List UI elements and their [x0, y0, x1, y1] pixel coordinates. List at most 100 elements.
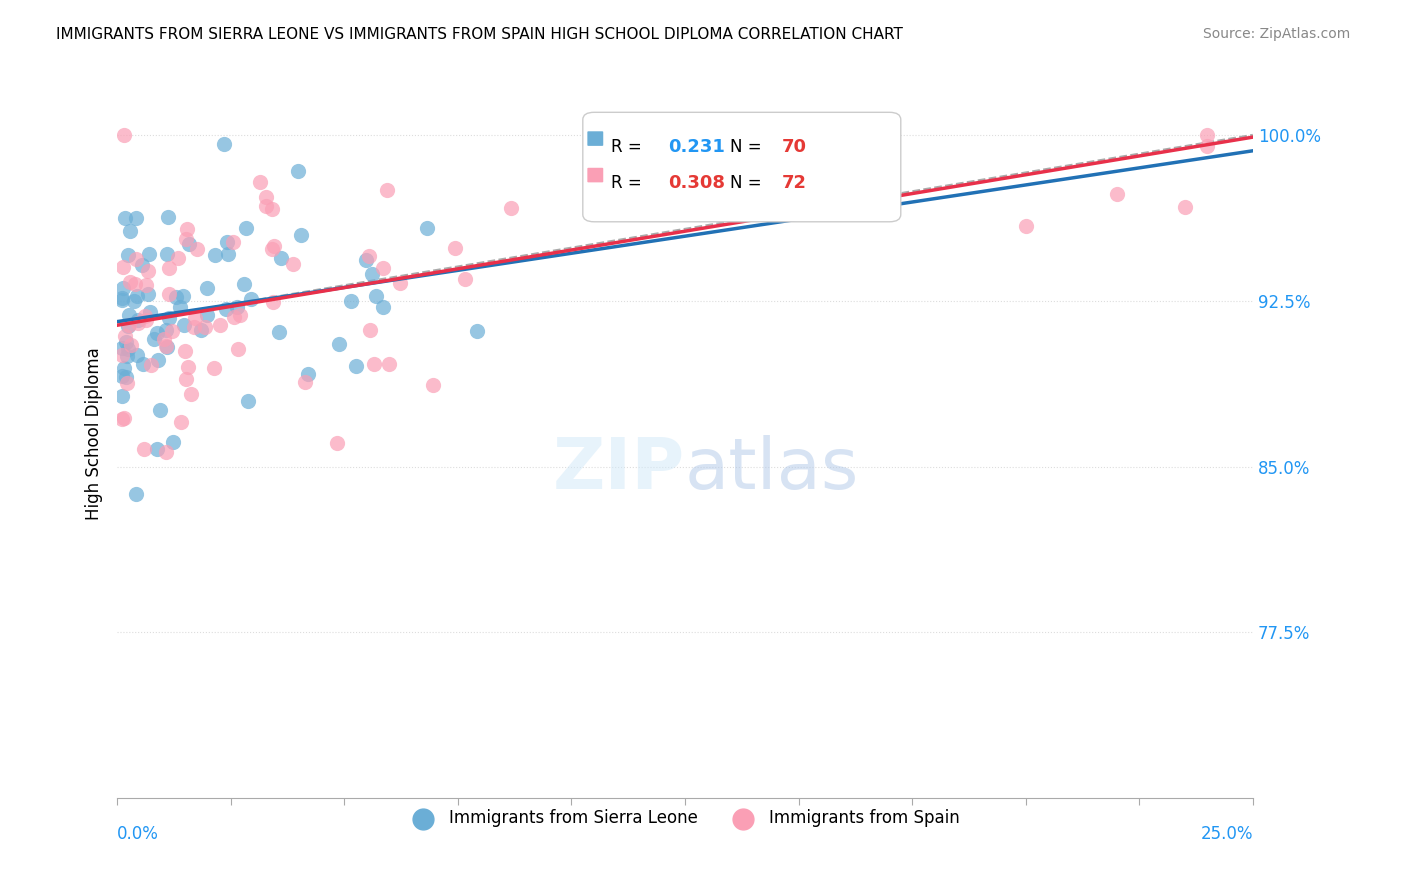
Point	[146, 326, 169, 340]
Point	[162, 435, 184, 450]
Point	[111, 388, 134, 402]
Text: atlas: atlas	[685, 435, 859, 504]
Text: R =: R =	[612, 174, 647, 193]
Point	[388, 276, 411, 290]
Point	[359, 249, 381, 263]
Point	[186, 242, 208, 256]
Point	[222, 235, 245, 249]
Point	[111, 368, 134, 383]
Point	[262, 202, 284, 217]
Point	[269, 326, 291, 340]
Point	[215, 302, 238, 317]
Point	[162, 324, 184, 338]
Point	[194, 319, 217, 334]
Point	[195, 308, 218, 322]
Point	[138, 247, 160, 261]
Point	[359, 323, 381, 337]
Point	[155, 445, 177, 459]
Point	[155, 323, 177, 337]
Point	[375, 182, 398, 196]
Point	[120, 224, 142, 238]
Point	[132, 357, 155, 371]
Point	[138, 264, 160, 278]
Text: 25.0%: 25.0%	[1201, 825, 1253, 843]
Text: R =: R =	[612, 138, 647, 156]
Point	[122, 293, 145, 308]
Point	[125, 211, 148, 225]
Point	[159, 286, 181, 301]
Text: N =: N =	[731, 138, 768, 156]
Point	[371, 300, 394, 314]
Point	[176, 222, 198, 236]
Point	[170, 416, 193, 430]
Point	[125, 487, 148, 501]
Point	[422, 378, 444, 392]
Point	[174, 372, 197, 386]
Point	[111, 348, 134, 362]
Point	[287, 164, 309, 178]
Point	[184, 310, 207, 325]
Point	[202, 361, 225, 376]
Point	[371, 261, 394, 276]
Point	[117, 319, 139, 334]
Point	[1174, 200, 1197, 214]
Point	[111, 281, 134, 295]
Legend: Immigrants from Sierra Leone, Immigrants from Spain: Immigrants from Sierra Leone, Immigrants…	[404, 803, 966, 834]
Point	[149, 403, 172, 417]
Point	[215, 235, 238, 249]
Point	[156, 340, 179, 354]
Point	[117, 342, 139, 356]
Point	[239, 293, 262, 307]
Point	[249, 175, 271, 189]
Point	[177, 359, 200, 374]
Point	[1105, 187, 1128, 202]
Text: 0.0%: 0.0%	[117, 825, 159, 843]
Point	[127, 312, 149, 326]
Point	[120, 276, 142, 290]
Point	[135, 277, 157, 292]
Point	[340, 294, 363, 309]
Point	[114, 329, 136, 343]
Point	[290, 228, 312, 243]
Point	[444, 241, 467, 255]
Point	[190, 323, 212, 337]
Point	[135, 312, 157, 326]
Point	[212, 136, 235, 151]
Point	[124, 277, 146, 292]
Point	[127, 316, 149, 330]
Point	[592, 128, 614, 142]
Point	[465, 324, 488, 338]
Point	[217, 247, 239, 261]
Point	[378, 357, 401, 371]
Point	[775, 133, 797, 147]
Point	[115, 334, 138, 349]
Point	[294, 375, 316, 389]
Point	[195, 281, 218, 295]
Point	[111, 341, 134, 355]
Point	[229, 308, 252, 322]
Point	[120, 338, 142, 352]
Point	[1197, 139, 1219, 153]
Point	[117, 349, 139, 363]
Point	[157, 260, 180, 275]
Text: Source: ZipAtlas.com: Source: ZipAtlas.com	[1202, 27, 1350, 41]
Point	[204, 248, 226, 262]
Point	[454, 272, 477, 286]
Point	[134, 309, 156, 323]
Point	[263, 239, 285, 253]
Point	[326, 435, 349, 450]
Point	[270, 252, 292, 266]
Point	[232, 277, 254, 292]
Point	[117, 247, 139, 261]
Point	[125, 252, 148, 266]
Point	[209, 318, 232, 333]
Point	[174, 232, 197, 246]
Point	[222, 310, 245, 325]
Point	[283, 257, 305, 271]
Point	[139, 305, 162, 319]
Point	[117, 376, 139, 390]
Point	[235, 221, 257, 235]
Point	[226, 342, 249, 356]
Text: 72: 72	[782, 174, 807, 193]
Text: IMMIGRANTS FROM SIERRA LEONE VS IMMIGRANTS FROM SPAIN HIGH SCHOOL DIPLOMA CORREL: IMMIGRANTS FROM SIERRA LEONE VS IMMIGRAN…	[56, 27, 903, 42]
